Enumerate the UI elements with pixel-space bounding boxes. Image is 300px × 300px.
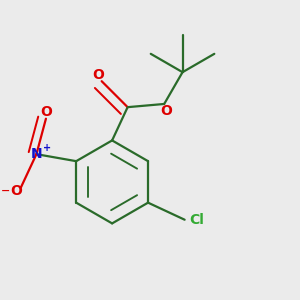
Text: −: − (1, 186, 10, 196)
Text: Cl: Cl (189, 213, 204, 227)
Text: +: + (43, 143, 51, 153)
Text: O: O (40, 105, 52, 119)
Text: O: O (92, 68, 104, 83)
Text: O: O (160, 104, 172, 118)
Text: N: N (31, 147, 42, 161)
Text: O: O (10, 184, 22, 198)
